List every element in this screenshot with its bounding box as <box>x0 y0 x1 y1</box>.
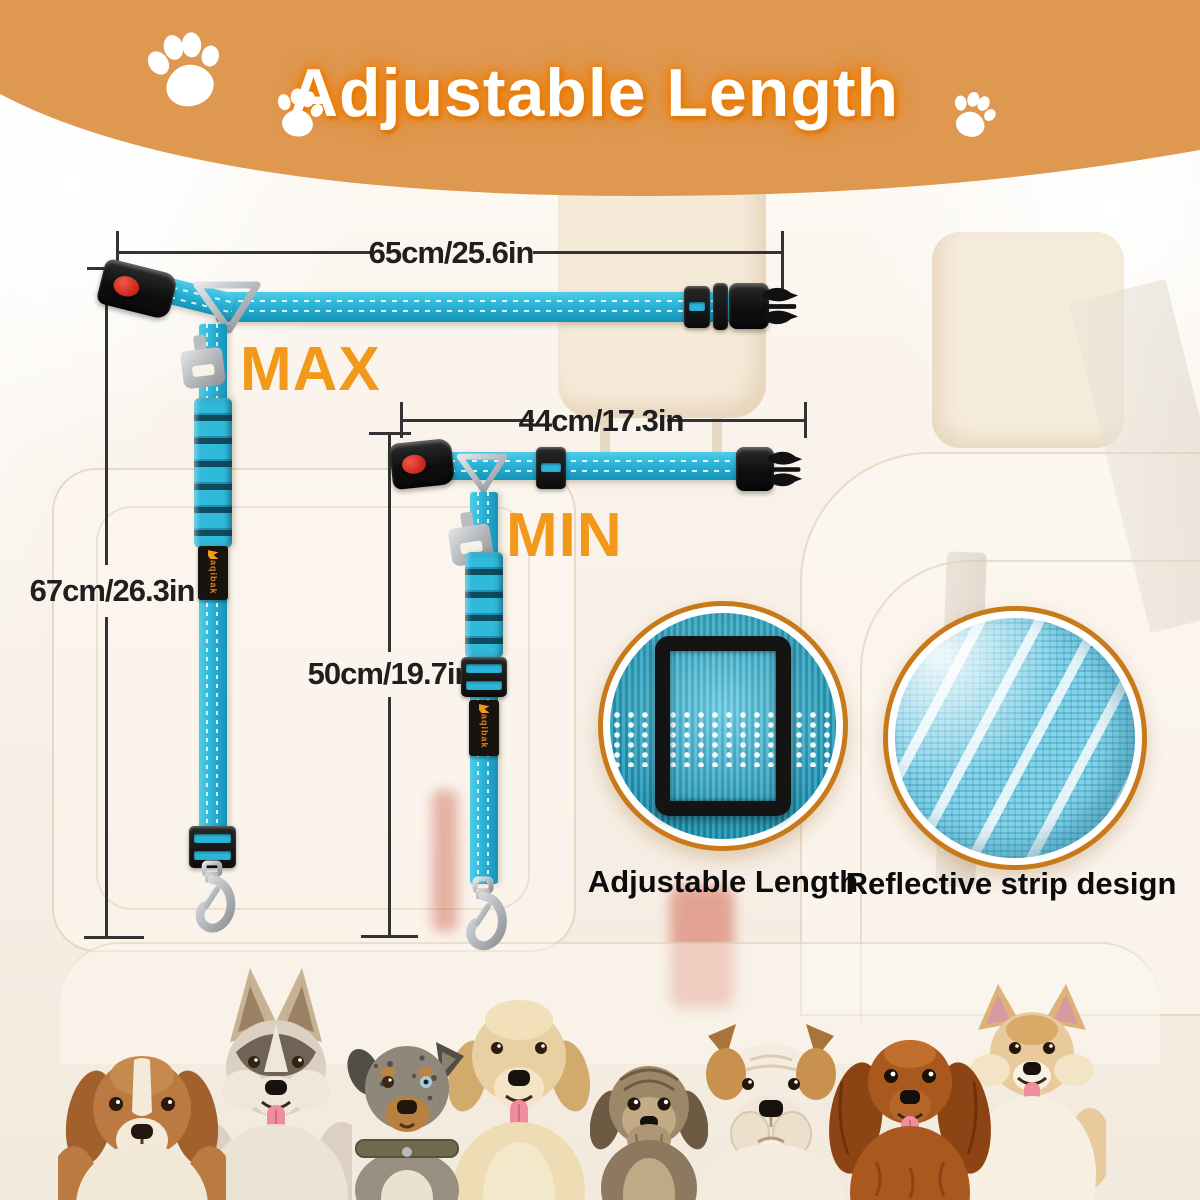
header-banner-shape <box>0 0 1200 197</box>
adjuster-slot <box>466 681 502 690</box>
dimension-label-max-length: 65cm/25.6in <box>368 235 535 270</box>
dog-shih-tzu <box>590 1066 708 1200</box>
min-strap-slider <box>536 447 566 489</box>
dimension-line <box>105 269 108 565</box>
page-title: Adjustable Length <box>288 55 900 131</box>
min-male-buckle <box>736 447 774 491</box>
max-buckle-prongs <box>762 287 799 325</box>
callout-reflective-detail <box>883 606 1147 870</box>
dimension-tick <box>369 432 411 435</box>
max-bungee-section <box>194 398 232 548</box>
dog-bulldog <box>697 1024 845 1200</box>
callout-adjuster-detail <box>598 601 848 851</box>
dog-cavalier-spaniel <box>829 1040 991 1200</box>
dimension-tick <box>116 231 119 273</box>
paw-print-icon <box>147 32 219 107</box>
dimension-line <box>388 697 391 935</box>
brand-logo-icon <box>478 704 490 713</box>
max-strap-slider <box>684 286 710 328</box>
max-seatbelt-tongue <box>180 334 226 389</box>
callout-caption-adjustable: Adjustable Length <box>587 864 859 899</box>
min-bungee-section <box>465 552 503 658</box>
dog-brown-puppy <box>58 1056 226 1200</box>
dimension-tick <box>361 935 418 938</box>
min-triangle-ring <box>456 453 508 494</box>
dimension-label-min-length: 44cm/17.3in <box>518 403 685 438</box>
reflective-fabric-closeup <box>895 618 1135 858</box>
reflective-stitch-rows <box>610 710 836 767</box>
brand-tag-label: aqibak <box>208 560 219 595</box>
min-length-adjuster <box>461 657 507 697</box>
headrest-post <box>600 414 610 458</box>
headrest-post <box>712 414 722 458</box>
dimension-line <box>105 617 108 936</box>
car-seat-left-seam <box>96 506 530 910</box>
dimension-line <box>118 251 370 254</box>
dimension-line <box>533 251 783 254</box>
max-buckle-red-button <box>111 273 142 300</box>
dimension-tick <box>84 936 144 939</box>
min-buckle-red-button <box>401 453 427 476</box>
max-horizontal-strap <box>216 292 762 322</box>
dimension-tick <box>400 402 403 438</box>
min-label: MIN <box>506 501 623 570</box>
dimension-line <box>388 434 391 652</box>
max-label: MAX <box>240 335 381 404</box>
brand-tag-label: aqibak <box>479 714 490 749</box>
callout-caption-reflective: Reflective strip design <box>845 866 1177 901</box>
min-snap-hook <box>466 876 507 951</box>
dimension-line <box>667 419 806 422</box>
dimension-label-min-drop: 50cm/19.7in <box>307 656 474 691</box>
max-strap-keeper <box>713 283 728 330</box>
background-red-strap <box>432 790 458 932</box>
min-release-buckle <box>388 437 456 491</box>
dog-akita <box>200 968 352 1200</box>
paw-print-icon <box>277 88 323 137</box>
dog-merle-puppy <box>347 1042 464 1200</box>
max-snap-hook <box>195 860 236 933</box>
dimension-label-max-drop: 67cm/26.3in <box>29 573 196 608</box>
slider-slot <box>541 463 561 472</box>
max-triangle-ring <box>193 281 261 334</box>
brand-logo-icon <box>207 550 219 559</box>
dimension-line <box>402 419 534 422</box>
dimension-tick <box>804 402 807 438</box>
dimension-tick <box>781 231 784 289</box>
max-brand-tag: aqibak <box>198 546 228 600</box>
slider-slot <box>689 302 705 311</box>
adjuster-slot <box>466 664 502 673</box>
car-seat-right-seam <box>860 560 1200 1022</box>
header-banner <box>0 0 1200 197</box>
paw-print-icon <box>954 91 996 137</box>
adjuster-frame-closeup <box>655 636 791 816</box>
min-buckle-prongs <box>768 451 803 487</box>
adjuster-slot <box>194 834 231 843</box>
adjuster-slot <box>194 851 231 860</box>
min-brand-tag: aqibak <box>469 700 499 756</box>
